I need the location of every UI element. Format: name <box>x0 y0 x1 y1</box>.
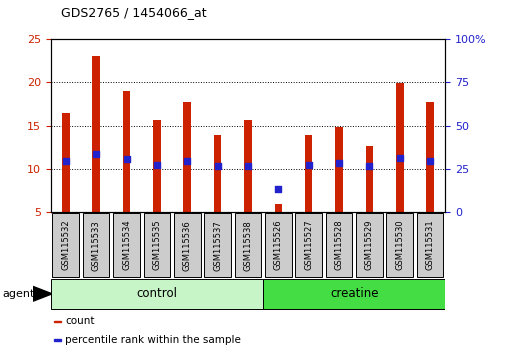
Point <box>425 158 433 164</box>
Text: count: count <box>65 316 94 326</box>
Point <box>122 156 130 161</box>
Bar <box>365 145 373 212</box>
Bar <box>143 213 170 277</box>
Bar <box>395 83 403 212</box>
Bar <box>274 204 282 212</box>
Bar <box>416 213 442 277</box>
Text: GSM115529: GSM115529 <box>364 220 373 270</box>
Bar <box>214 135 221 212</box>
Text: GSM115537: GSM115537 <box>213 220 222 270</box>
Bar <box>53 213 79 277</box>
Point <box>243 163 251 169</box>
Text: control: control <box>136 287 177 300</box>
Bar <box>123 91 130 212</box>
Text: GSM115533: GSM115533 <box>91 220 100 270</box>
Bar <box>325 213 351 277</box>
Bar <box>50 279 263 309</box>
Point <box>62 158 70 164</box>
Point <box>365 163 373 169</box>
Bar <box>183 102 191 212</box>
Text: GSM115534: GSM115534 <box>122 220 131 270</box>
Text: GSM115527: GSM115527 <box>304 220 313 270</box>
Text: GSM115535: GSM115535 <box>152 220 161 270</box>
Point <box>213 163 221 169</box>
Bar <box>356 213 382 277</box>
Bar <box>174 213 200 277</box>
Text: GSM115532: GSM115532 <box>61 220 70 270</box>
Polygon shape <box>33 286 52 301</box>
Text: creatine: creatine <box>329 287 378 300</box>
Text: GSM115530: GSM115530 <box>394 220 403 270</box>
Text: percentile rank within the sample: percentile rank within the sample <box>65 335 241 345</box>
Bar <box>295 213 321 277</box>
Bar <box>386 213 412 277</box>
Bar <box>62 113 70 212</box>
Bar <box>54 339 61 341</box>
Bar <box>92 56 100 212</box>
Point <box>304 162 312 167</box>
Bar <box>244 120 251 212</box>
Point <box>395 155 403 161</box>
Bar <box>425 102 433 212</box>
Point <box>183 158 191 164</box>
Bar <box>263 279 444 309</box>
Text: GSM115531: GSM115531 <box>425 220 434 270</box>
Point <box>334 160 342 166</box>
Bar <box>335 127 342 212</box>
Point <box>92 152 100 157</box>
Text: GSM115528: GSM115528 <box>334 220 343 270</box>
Bar <box>83 213 109 277</box>
Bar <box>204 213 230 277</box>
Text: GDS2765 / 1454066_at: GDS2765 / 1454066_at <box>61 6 206 19</box>
Point <box>153 162 161 167</box>
Bar <box>234 213 261 277</box>
Text: GSM115538: GSM115538 <box>243 220 252 270</box>
Text: GSM115536: GSM115536 <box>182 220 191 270</box>
Bar <box>265 213 291 277</box>
Bar <box>113 213 139 277</box>
Text: GSM115526: GSM115526 <box>273 220 282 270</box>
Point <box>274 186 282 192</box>
Bar <box>153 120 161 212</box>
Bar <box>305 135 312 212</box>
Text: agent: agent <box>3 289 35 299</box>
Bar <box>54 321 61 322</box>
